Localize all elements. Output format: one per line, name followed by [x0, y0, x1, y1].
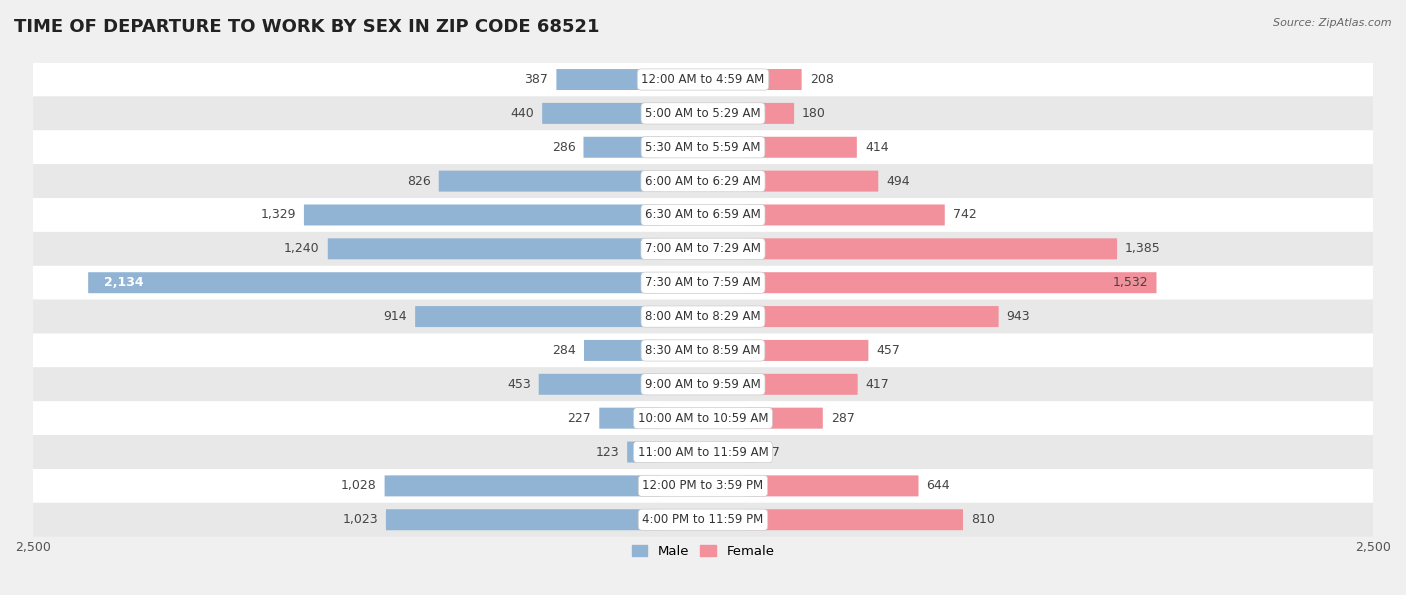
- Text: 9:00 AM to 9:59 AM: 9:00 AM to 9:59 AM: [645, 378, 761, 391]
- FancyBboxPatch shape: [32, 435, 1374, 469]
- Text: 810: 810: [972, 513, 995, 526]
- Text: 6:00 AM to 6:29 AM: 6:00 AM to 6:29 AM: [645, 174, 761, 187]
- FancyBboxPatch shape: [747, 205, 945, 226]
- Text: 11:00 AM to 11:59 AM: 11:00 AM to 11:59 AM: [638, 446, 768, 459]
- Text: 2,134: 2,134: [104, 276, 143, 289]
- Text: 208: 208: [810, 73, 834, 86]
- Text: 644: 644: [927, 480, 950, 493]
- FancyBboxPatch shape: [32, 266, 1374, 300]
- FancyBboxPatch shape: [627, 441, 659, 462]
- FancyBboxPatch shape: [543, 103, 659, 124]
- Text: 914: 914: [384, 310, 408, 323]
- FancyBboxPatch shape: [747, 408, 823, 428]
- Text: 387: 387: [524, 73, 548, 86]
- FancyBboxPatch shape: [747, 137, 856, 158]
- FancyBboxPatch shape: [599, 408, 659, 428]
- Text: 286: 286: [551, 141, 575, 154]
- Text: 414: 414: [865, 141, 889, 154]
- FancyBboxPatch shape: [32, 300, 1374, 334]
- FancyBboxPatch shape: [328, 239, 659, 259]
- Text: 826: 826: [406, 174, 430, 187]
- FancyBboxPatch shape: [747, 509, 963, 530]
- FancyBboxPatch shape: [747, 171, 879, 192]
- Text: 5:30 AM to 5:59 AM: 5:30 AM to 5:59 AM: [645, 141, 761, 154]
- FancyBboxPatch shape: [32, 62, 1374, 96]
- Text: 10:00 AM to 10:59 AM: 10:00 AM to 10:59 AM: [638, 412, 768, 425]
- FancyBboxPatch shape: [32, 401, 1374, 435]
- FancyBboxPatch shape: [747, 374, 858, 395]
- Text: Source: ZipAtlas.com: Source: ZipAtlas.com: [1274, 18, 1392, 28]
- Text: 1,028: 1,028: [340, 480, 377, 493]
- Text: 1,329: 1,329: [260, 208, 295, 221]
- Legend: Male, Female: Male, Female: [626, 540, 780, 563]
- Text: 1,023: 1,023: [342, 513, 378, 526]
- Text: 7:00 AM to 7:29 AM: 7:00 AM to 7:29 AM: [645, 242, 761, 255]
- FancyBboxPatch shape: [747, 306, 998, 327]
- Text: TIME OF DEPARTURE TO WORK BY SEX IN ZIP CODE 68521: TIME OF DEPARTURE TO WORK BY SEX IN ZIP …: [14, 18, 599, 36]
- Text: 417: 417: [866, 378, 890, 391]
- Text: 8:30 AM to 8:59 AM: 8:30 AM to 8:59 AM: [645, 344, 761, 357]
- FancyBboxPatch shape: [747, 103, 794, 124]
- Text: 284: 284: [553, 344, 576, 357]
- FancyBboxPatch shape: [747, 340, 869, 361]
- Text: 7:30 AM to 7:59 AM: 7:30 AM to 7:59 AM: [645, 276, 761, 289]
- FancyBboxPatch shape: [32, 469, 1374, 503]
- FancyBboxPatch shape: [32, 96, 1374, 130]
- FancyBboxPatch shape: [32, 334, 1374, 367]
- Text: 5:00 AM to 5:29 AM: 5:00 AM to 5:29 AM: [645, 107, 761, 120]
- Text: 6:30 AM to 6:59 AM: 6:30 AM to 6:59 AM: [645, 208, 761, 221]
- Text: 287: 287: [831, 412, 855, 425]
- Text: 742: 742: [953, 208, 977, 221]
- FancyBboxPatch shape: [583, 137, 659, 158]
- Text: 8:00 AM to 8:29 AM: 8:00 AM to 8:29 AM: [645, 310, 761, 323]
- FancyBboxPatch shape: [32, 164, 1374, 198]
- Text: 12:00 AM to 4:59 AM: 12:00 AM to 4:59 AM: [641, 73, 765, 86]
- FancyBboxPatch shape: [747, 69, 801, 90]
- Text: 37: 37: [763, 446, 780, 459]
- FancyBboxPatch shape: [32, 130, 1374, 164]
- Text: 123: 123: [596, 446, 619, 459]
- FancyBboxPatch shape: [385, 475, 659, 496]
- Text: 440: 440: [510, 107, 534, 120]
- FancyBboxPatch shape: [415, 306, 659, 327]
- Text: 12:00 PM to 3:59 PM: 12:00 PM to 3:59 PM: [643, 480, 763, 493]
- FancyBboxPatch shape: [89, 272, 659, 293]
- FancyBboxPatch shape: [557, 69, 659, 90]
- Text: 1,532: 1,532: [1112, 276, 1149, 289]
- FancyBboxPatch shape: [439, 171, 659, 192]
- Text: 4:00 PM to 11:59 PM: 4:00 PM to 11:59 PM: [643, 513, 763, 526]
- FancyBboxPatch shape: [385, 509, 659, 530]
- FancyBboxPatch shape: [304, 205, 659, 226]
- FancyBboxPatch shape: [32, 503, 1374, 537]
- Text: 943: 943: [1007, 310, 1031, 323]
- Text: 1,385: 1,385: [1125, 242, 1161, 255]
- Text: 1,240: 1,240: [284, 242, 319, 255]
- FancyBboxPatch shape: [32, 198, 1374, 232]
- FancyBboxPatch shape: [747, 441, 756, 462]
- Text: 453: 453: [508, 378, 530, 391]
- FancyBboxPatch shape: [32, 367, 1374, 401]
- FancyBboxPatch shape: [583, 340, 659, 361]
- Text: 457: 457: [876, 344, 900, 357]
- FancyBboxPatch shape: [747, 475, 918, 496]
- Text: 494: 494: [886, 174, 910, 187]
- Text: 180: 180: [803, 107, 827, 120]
- FancyBboxPatch shape: [538, 374, 659, 395]
- FancyBboxPatch shape: [747, 239, 1118, 259]
- FancyBboxPatch shape: [32, 232, 1374, 266]
- FancyBboxPatch shape: [747, 272, 1157, 293]
- Text: 227: 227: [568, 412, 592, 425]
